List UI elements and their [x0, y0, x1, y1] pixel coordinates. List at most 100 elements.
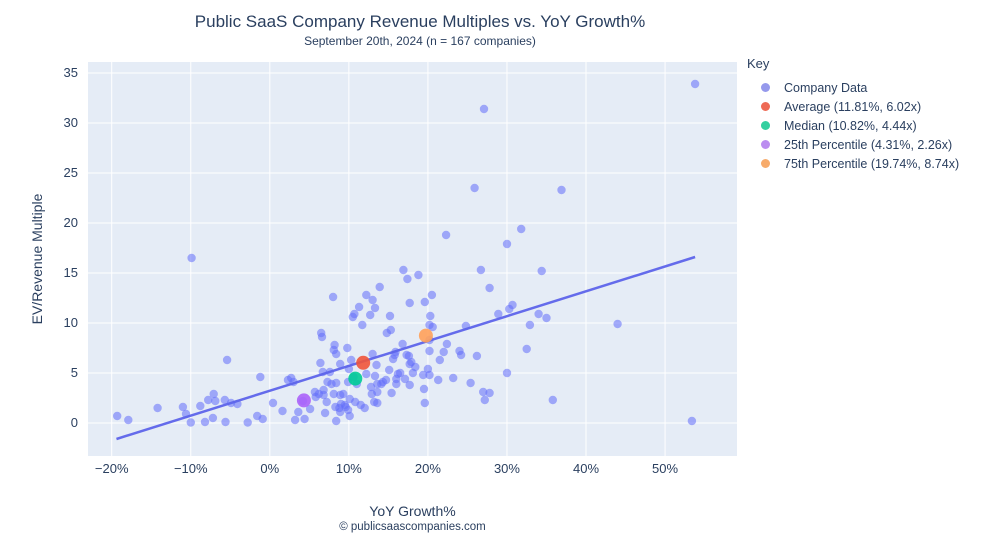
company-data-point[interactable] — [466, 378, 475, 388]
company-data-point[interactable] — [502, 368, 512, 378]
company-data-point[interactable] — [687, 416, 697, 426]
company-data-point[interactable] — [186, 418, 195, 427]
company-data-point[interactable] — [372, 360, 381, 370]
company-data-point[interactable] — [419, 370, 428, 380]
company-data-point[interactable] — [211, 396, 220, 406]
company-data-point[interactable] — [268, 398, 278, 408]
company-data-point[interactable] — [494, 309, 503, 319]
company-data-point[interactable] — [300, 414, 309, 424]
company-data-point[interactable] — [542, 313, 551, 323]
company-data-point[interactable] — [322, 397, 331, 407]
company-data-point[interactable] — [243, 418, 252, 427]
company-data-point[interactable] — [362, 369, 371, 379]
company-data-point[interactable] — [396, 368, 405, 378]
company-data-point[interactable] — [455, 346, 464, 356]
company-data-point[interactable] — [222, 355, 232, 365]
company-data-point[interactable] — [350, 309, 359, 319]
company-data-point[interactable] — [517, 224, 526, 234]
plot-area[interactable] — [88, 62, 737, 456]
company-data-point[interactable] — [441, 230, 451, 240]
company-data-point[interactable] — [381, 375, 391, 385]
company-data-point[interactable] — [370, 371, 380, 381]
company-data-point[interactable] — [485, 388, 494, 398]
company-data-point[interactable] — [420, 398, 429, 408]
company-data-point[interactable] — [256, 372, 265, 382]
company-data-point[interactable] — [548, 395, 557, 405]
company-data-point[interactable] — [425, 346, 434, 356]
25th-percentile-point[interactable] — [296, 393, 311, 408]
company-data-point[interactable] — [343, 343, 352, 353]
company-data-point[interactable] — [425, 370, 434, 380]
company-data-point[interactable] — [294, 407, 303, 417]
company-data-point[interactable] — [426, 311, 435, 321]
company-data-point[interactable] — [332, 378, 341, 388]
company-data-point[interactable] — [204, 395, 213, 405]
company-data-point[interactable] — [420, 297, 429, 307]
company-data-point[interactable] — [368, 295, 377, 305]
75th-percentile-point[interactable] — [418, 328, 433, 343]
company-data-point[interactable] — [320, 408, 330, 418]
company-data-point[interactable] — [362, 290, 371, 300]
company-data-point[interactable] — [319, 390, 328, 400]
company-data-point[interactable] — [258, 414, 267, 424]
company-data-point[interactable] — [278, 406, 287, 416]
company-data-point[interactable] — [479, 387, 488, 397]
company-data-point[interactable] — [368, 349, 377, 359]
company-data-point[interactable] — [375, 282, 384, 292]
company-data-point[interactable] — [221, 417, 230, 427]
median-point[interactable] — [348, 371, 363, 386]
company-data-point[interactable] — [153, 403, 162, 413]
company-data-point[interactable] — [187, 253, 196, 263]
company-data-point[interactable] — [328, 292, 338, 302]
company-data-point[interactable] — [220, 395, 229, 405]
legend-item-25th-percentile[interactable]: 25th Percentile (4.31%, 2.26x) — [745, 135, 993, 154]
company-data-point[interactable] — [403, 274, 412, 284]
company-data-point[interactable] — [439, 347, 448, 357]
company-data-point[interactable] — [479, 104, 489, 114]
company-data-point[interactable] — [508, 300, 517, 310]
company-data-point[interactable] — [347, 355, 356, 365]
company-data-point[interactable] — [366, 310, 375, 320]
company-data-point[interactable] — [449, 373, 458, 383]
legend-item-average[interactable]: Average (11.81%, 6.02x) — [745, 97, 993, 116]
company-data-point[interactable] — [428, 322, 437, 332]
company-data-point[interactable] — [332, 416, 341, 426]
company-data-point[interactable] — [522, 344, 531, 354]
company-data-point[interactable] — [358, 320, 367, 330]
company-data-point[interactable] — [209, 389, 218, 399]
company-data-point[interactable] — [305, 404, 315, 414]
average-point[interactable] — [356, 355, 371, 370]
company-data-point[interactable] — [317, 332, 327, 342]
company-data-point[interactable] — [373, 398, 382, 408]
company-data-point[interactable] — [405, 380, 414, 390]
company-data-point[interactable] — [472, 351, 482, 361]
company-data-point[interactable] — [434, 375, 443, 385]
company-data-point[interactable] — [208, 413, 218, 423]
company-data-point[interactable] — [370, 303, 380, 313]
legend-item-company-data[interactable]: Company Data — [745, 78, 993, 97]
legend-item-75th-percentile[interactable]: 75th Percentile (19.74%, 8.74x) — [745, 154, 993, 173]
company-data-point[interactable] — [290, 415, 300, 425]
company-data-point[interactable] — [414, 270, 423, 280]
company-data-point[interactable] — [392, 379, 401, 389]
company-data-point[interactable] — [336, 407, 345, 417]
company-data-point[interactable] — [476, 265, 486, 275]
company-data-point[interactable] — [405, 298, 414, 308]
company-data-point[interactable] — [525, 320, 535, 330]
company-data-point[interactable] — [557, 185, 566, 195]
company-data-point[interactable] — [336, 359, 345, 369]
company-data-point[interactable] — [345, 411, 354, 421]
company-data-point[interactable] — [385, 365, 394, 375]
company-data-point[interactable] — [537, 266, 546, 276]
company-data-point[interactable] — [534, 309, 543, 319]
company-data-point[interactable] — [329, 389, 338, 399]
company-data-point[interactable] — [373, 387, 382, 397]
company-data-point[interactable] — [613, 319, 622, 329]
company-data-point[interactable] — [399, 265, 408, 275]
company-data-point[interactable] — [427, 290, 437, 300]
company-data-point[interactable] — [387, 388, 396, 398]
company-data-point[interactable] — [113, 411, 122, 421]
company-data-point[interactable] — [485, 283, 494, 293]
company-data-point[interactable] — [480, 395, 489, 405]
company-data-point[interactable] — [400, 374, 410, 384]
